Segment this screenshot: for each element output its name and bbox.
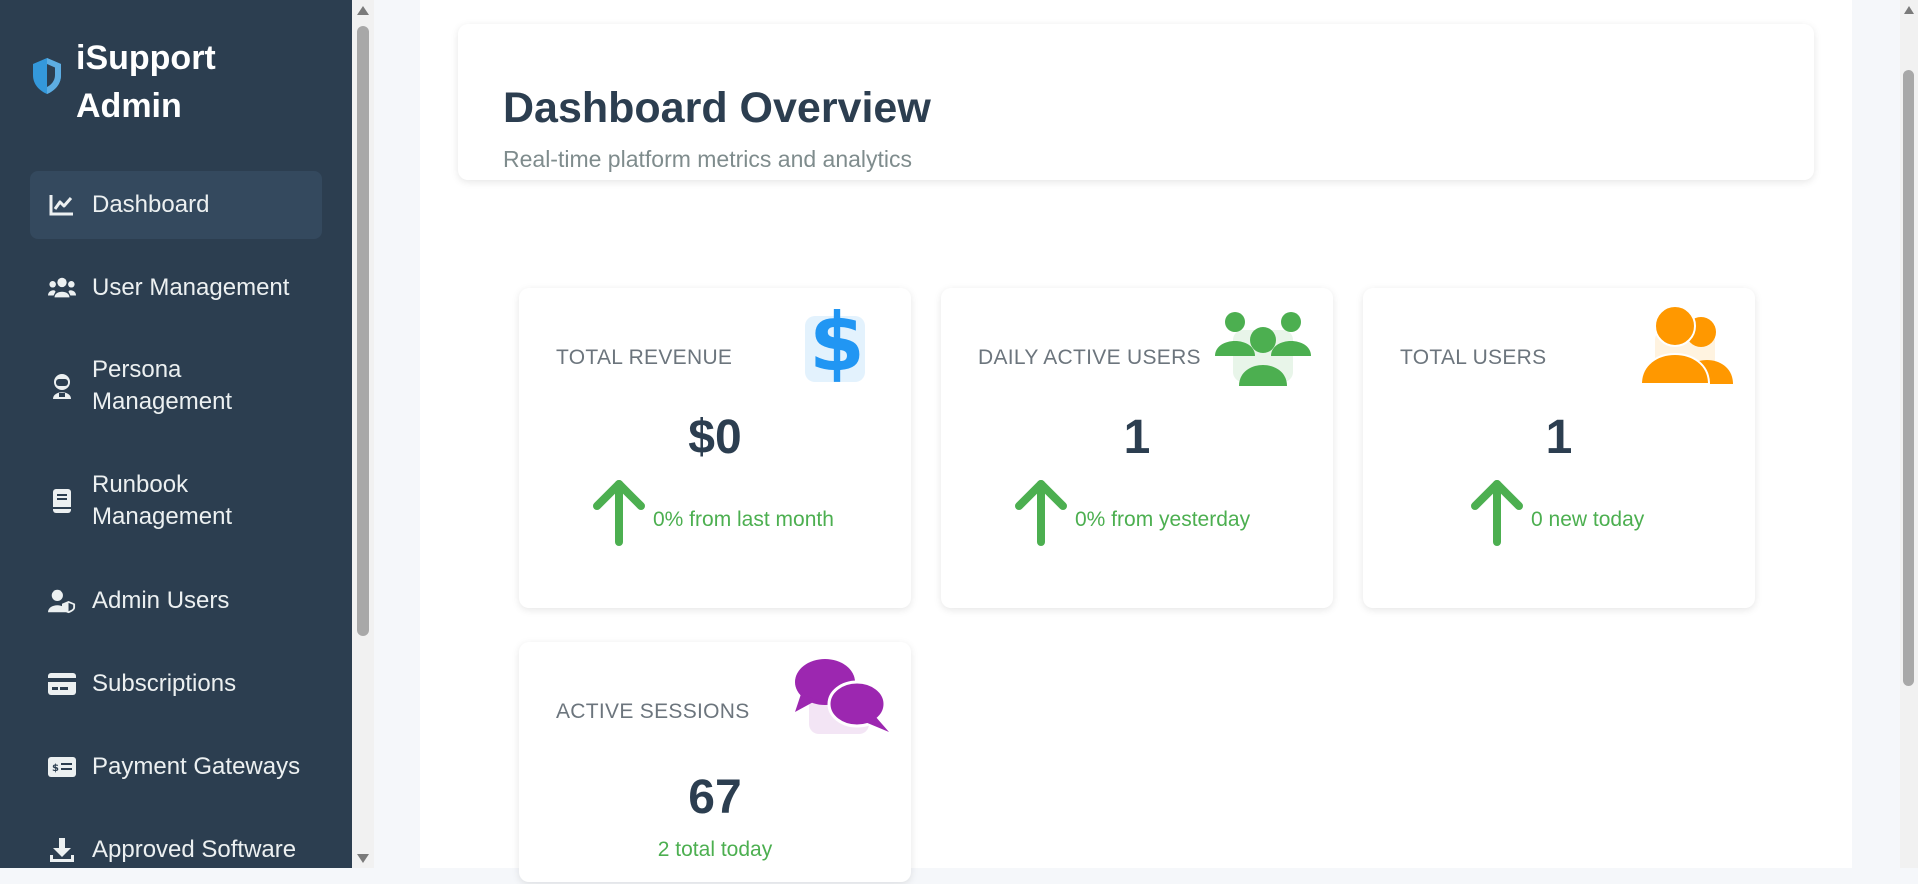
page-scrollbar[interactable] bbox=[1900, 0, 1918, 868]
stat-change-text: 0% from yesterday bbox=[1075, 508, 1251, 531]
stat-change-text: 0% from last month bbox=[653, 508, 834, 531]
stat-change: 0% from last month bbox=[591, 478, 834, 546]
sidebar-item-payment-gateways[interactable]: $ Payment Gateways bbox=[30, 733, 322, 801]
sidebar-item-label: Subscriptions bbox=[92, 670, 237, 697]
sidebar-item-approved-software[interactable]: Approved Software bbox=[30, 816, 322, 884]
stat-label: DAILY ACTIVE USERS bbox=[978, 346, 1201, 369]
sidebar-scrollbar[interactable] bbox=[352, 0, 374, 868]
stat-value: 1 bbox=[1545, 411, 1573, 464]
page-title: Dashboard Overview bbox=[503, 84, 931, 132]
user-shield-icon bbox=[48, 587, 76, 615]
brand-name-line2: Admin bbox=[76, 87, 182, 125]
stat-card-total-revenue: TOTAL REVENUE $ $0 0% from last month bbox=[519, 288, 911, 608]
stat-value: 1 bbox=[1123, 411, 1151, 464]
sidebar-item-persona-management[interactable]: Persona Management bbox=[30, 337, 322, 435]
stat-label: TOTAL USERS bbox=[1400, 346, 1547, 369]
brand[interactable]: iSupport Admin bbox=[30, 34, 216, 130]
stat-label: TOTAL REVENUE bbox=[556, 346, 733, 369]
scrollbar-thumb[interactable] bbox=[1903, 70, 1914, 686]
stat-change: 0% from yesterday bbox=[1013, 478, 1250, 546]
arrow-up-icon bbox=[1471, 480, 1523, 546]
sidebar-item-user-management[interactable]: User Management bbox=[30, 254, 322, 322]
credit-card-icon bbox=[48, 670, 76, 698]
sidebar-item-label: Payment Gateways bbox=[92, 753, 301, 780]
scroll-up-arrow-icon[interactable] bbox=[1904, 6, 1914, 14]
arrow-up-icon bbox=[1015, 480, 1067, 546]
stat-card-total-users: TOTAL USERS 1 0 new today bbox=[1363, 288, 1755, 608]
dollar-icon: $ bbox=[805, 300, 865, 389]
stat-value: 67 bbox=[688, 771, 742, 824]
stat-change-text: 2 total today bbox=[657, 838, 773, 861]
sidebar-item-label: Admin Users bbox=[92, 587, 230, 614]
sidebar-item-label: Approved Software bbox=[92, 836, 297, 863]
stat-value: $0 bbox=[688, 411, 742, 464]
main-content: Dashboard Overview Real-time platform me… bbox=[420, 0, 1852, 882]
users-group-icon bbox=[1215, 312, 1311, 386]
label-line1: Persona bbox=[92, 356, 182, 383]
sidebar-item-label: Runbook Management bbox=[92, 469, 232, 533]
label-line2: Management bbox=[92, 503, 233, 530]
scroll-up-arrow-icon[interactable] bbox=[357, 6, 369, 15]
sidebar-item-admin-users[interactable]: Admin Users bbox=[30, 567, 322, 635]
book-icon bbox=[48, 487, 76, 515]
comments-icon bbox=[795, 659, 889, 734]
stat-change-text: 0 new today bbox=[1531, 508, 1645, 531]
svg-text:$: $ bbox=[809, 300, 865, 389]
scrollbar-thumb[interactable] bbox=[357, 26, 369, 636]
scroll-down-arrow-icon[interactable] bbox=[357, 854, 369, 863]
label-line2: Management bbox=[92, 388, 233, 415]
brand-name-line1: iSupport bbox=[76, 39, 216, 77]
chart-line-icon bbox=[48, 191, 76, 219]
sidebar-item-subscriptions[interactable]: Subscriptions bbox=[30, 650, 322, 718]
users-icon bbox=[48, 274, 76, 302]
svg-text:$: $ bbox=[52, 763, 59, 774]
shield-icon bbox=[33, 58, 61, 94]
sidebar-item-label: User Management bbox=[92, 274, 290, 301]
sidebar: iSupport Admin Dashboard User Management… bbox=[0, 0, 352, 868]
stat-label: ACTIVE SESSIONS bbox=[556, 700, 750, 723]
sidebar-item-runbook-management[interactable]: Runbook Management bbox=[30, 452, 322, 550]
page-header-card: Dashboard Overview Real-time platform me… bbox=[458, 24, 1814, 180]
money-check-icon: $ bbox=[48, 753, 76, 781]
sidebar-item-label: Dashboard bbox=[92, 191, 210, 218]
sidebar-item-dashboard[interactable]: Dashboard bbox=[30, 171, 322, 239]
page-subtitle: Real-time platform metrics and analytics bbox=[503, 146, 913, 172]
stat-change: 0 new today bbox=[1469, 478, 1644, 546]
user-astronaut-icon bbox=[48, 372, 76, 400]
label-line1: Runbook bbox=[92, 471, 189, 498]
stat-card-active-sessions: ACTIVE SESSIONS 67 2 total today bbox=[519, 642, 911, 882]
user-friends-icon bbox=[1639, 305, 1733, 385]
download-icon bbox=[48, 836, 76, 864]
stat-card-daily-active-users: DAILY ACTIVE USERS 1 0% from yesterday bbox=[941, 288, 1333, 608]
sidebar-item-label: Persona Management bbox=[92, 354, 232, 418]
arrow-up-icon bbox=[593, 480, 645, 546]
